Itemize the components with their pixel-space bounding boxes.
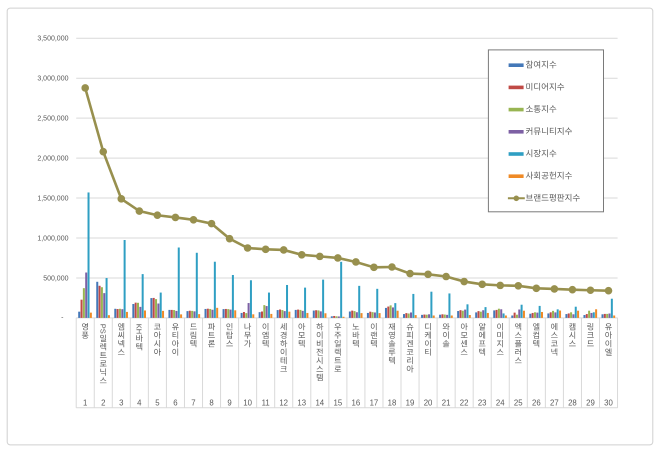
svg-text:8: 8 [209, 399, 213, 408]
svg-text:2,000,000: 2,000,000 [37, 156, 68, 163]
svg-text:3: 3 [119, 399, 123, 408]
svg-text:KH: KH [135, 324, 144, 334]
svg-text:1: 1 [83, 399, 87, 408]
svg-text:10: 10 [243, 399, 252, 408]
svg-text:5: 5 [155, 399, 160, 408]
svg-text:4: 4 [137, 399, 142, 408]
svg-text:7: 7 [191, 399, 195, 408]
svg-text:16: 16 [352, 399, 361, 408]
svg-text:1,500,000: 1,500,000 [37, 195, 68, 202]
svg-text:9: 9 [227, 399, 231, 408]
svg-text:-: - [61, 315, 64, 322]
svg-text:13: 13 [297, 399, 306, 408]
svg-text:30: 30 [604, 399, 613, 408]
svg-text:22: 22 [460, 399, 469, 408]
svg-text:3,500,000: 3,500,000 [37, 36, 68, 43]
svg-text:17: 17 [370, 399, 379, 408]
svg-text:18: 18 [388, 399, 397, 408]
svg-text:6: 6 [173, 399, 177, 408]
svg-text:2,500,000: 2,500,000 [37, 116, 68, 123]
svg-text:29: 29 [586, 399, 595, 408]
svg-text:28: 28 [568, 399, 577, 408]
svg-text:19: 19 [406, 399, 415, 408]
svg-text:23: 23 [478, 399, 487, 408]
svg-text:1,000,000: 1,000,000 [37, 235, 68, 242]
svg-text:27: 27 [550, 399, 559, 408]
svg-text:3,000,000: 3,000,000 [37, 76, 68, 83]
svg-text:20: 20 [424, 399, 433, 408]
svg-text:15: 15 [333, 399, 342, 408]
svg-text:25: 25 [514, 399, 523, 408]
svg-text:11: 11 [262, 399, 270, 408]
svg-text:2: 2 [101, 399, 105, 408]
svg-text:500,000: 500,000 [43, 275, 68, 282]
svg-text:14: 14 [315, 399, 324, 408]
svg-text:PS: PS [99, 324, 108, 334]
svg-text:24: 24 [496, 399, 505, 408]
svg-text:12: 12 [279, 399, 288, 408]
svg-text:21: 21 [442, 399, 451, 408]
svg-text:26: 26 [532, 399, 541, 408]
